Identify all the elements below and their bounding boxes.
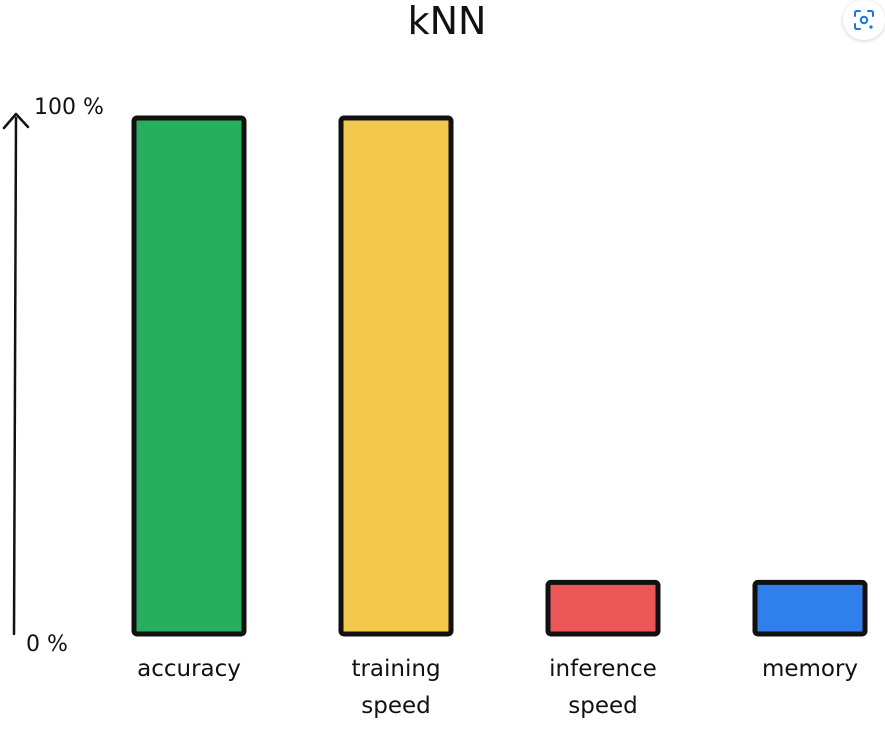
category-label-training-speed: training speed xyxy=(351,656,440,719)
bar-accuracy xyxy=(131,115,247,637)
y-axis: 100 % 0 % xyxy=(2,95,104,657)
y-axis-arrow-head xyxy=(2,112,30,130)
bar-training-speed xyxy=(338,115,454,637)
bars xyxy=(131,115,868,637)
y-axis-line xyxy=(12,116,18,636)
bar-memory xyxy=(752,579,868,637)
category-label-line: memory xyxy=(762,656,858,682)
category-label-inference-speed: inference speed xyxy=(549,656,657,719)
category-label-line: accuracy xyxy=(137,656,241,682)
bar-inference-speed xyxy=(545,579,661,637)
y-tick-label-bottom: 0 % xyxy=(26,632,68,657)
google-lens-icon xyxy=(854,10,874,30)
category-label-accuracy: accuracy xyxy=(137,656,241,682)
category-label-line: inference xyxy=(549,656,657,682)
category-label-memory: memory xyxy=(762,656,858,682)
category-labels: accuracy training speed inference speed memor… xyxy=(137,656,858,719)
google-lens-button[interactable] xyxy=(843,0,885,40)
chart-title: kNN xyxy=(408,0,487,43)
category-label-line: speed xyxy=(568,693,637,719)
category-label-line: training xyxy=(351,656,440,682)
category-label-line: speed xyxy=(361,693,430,719)
y-tick-label-top: 100 % xyxy=(34,95,104,120)
